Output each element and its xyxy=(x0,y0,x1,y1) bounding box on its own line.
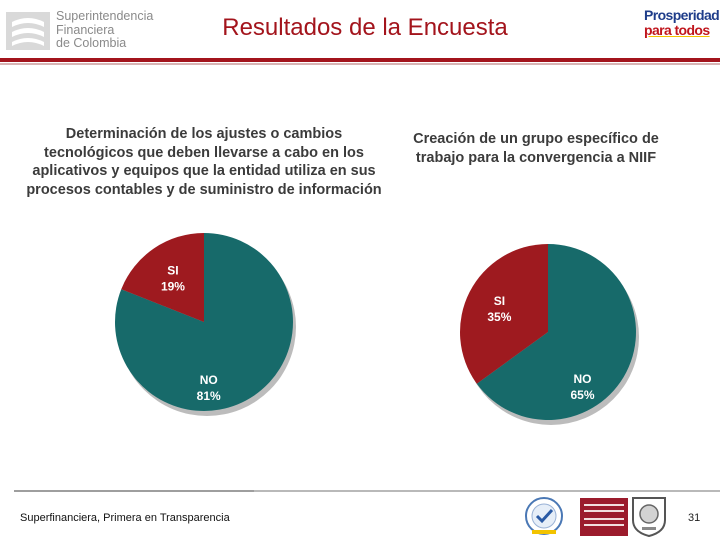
pie-slice-no xyxy=(114,233,293,411)
prosperidad-logo-line: para todos xyxy=(644,22,710,38)
chart-title-left: Determinación de los ajustes o cambios t… xyxy=(26,126,382,198)
footer-divider-accent xyxy=(14,490,254,492)
footer-divider xyxy=(14,490,720,492)
header-divider xyxy=(0,58,720,62)
quality-seal-icon xyxy=(525,497,563,535)
header-divider-shadow xyxy=(0,63,720,65)
page-number: 31 xyxy=(688,512,701,524)
logo-line: Superintendencia xyxy=(56,9,154,23)
pie-slice-si xyxy=(121,233,204,322)
cert-text-line xyxy=(584,510,624,512)
iso-certification-badge xyxy=(580,498,628,536)
page-title: Resultados de la Encuesta xyxy=(222,14,508,41)
slice-label-si: SI xyxy=(494,294,505,308)
cert-text-line xyxy=(584,518,624,520)
pie-chart-right: SI 35% NO 65% xyxy=(460,244,639,425)
prosperidad-logo-line: Prosperidad xyxy=(644,7,720,23)
slice-label-no: NO xyxy=(200,373,218,387)
pie-chart-left: SI 19% NO 81% xyxy=(114,233,296,416)
superfinanciera-logo-text: Superintendencia Financiera de Colombia xyxy=(56,9,154,51)
footer-tagline: Superfinanciera, Primera en Transparenci… xyxy=(20,512,230,524)
superfinanciera-logo: Superintendencia Financiera de Colombia xyxy=(6,9,166,54)
bureau-veritas-seal-icon xyxy=(632,497,666,538)
slice-value-si: 19% xyxy=(161,279,185,293)
slice-value-no: 81% xyxy=(197,389,221,403)
slice-label-no: NO xyxy=(574,372,592,386)
superfinanciera-emblem-icon xyxy=(6,12,50,50)
logo-line: de Colombia xyxy=(56,36,127,50)
header: Superintendencia Financiera de Colombia … xyxy=(0,0,720,62)
prosperidad-logo: Prosperidad para todos xyxy=(644,7,720,52)
pie-slice-si xyxy=(460,244,548,384)
slice-value-no: 65% xyxy=(570,388,594,402)
pie-slice-no xyxy=(476,244,636,420)
chart-title-right: Creación de un grupo específico de traba… xyxy=(413,131,659,166)
slice-label-si: SI xyxy=(167,263,178,277)
slice-value-si: 35% xyxy=(487,310,511,324)
cert-text-line xyxy=(584,504,624,506)
logo-line: Financiera xyxy=(56,22,115,37)
cert-text-line xyxy=(584,524,624,526)
